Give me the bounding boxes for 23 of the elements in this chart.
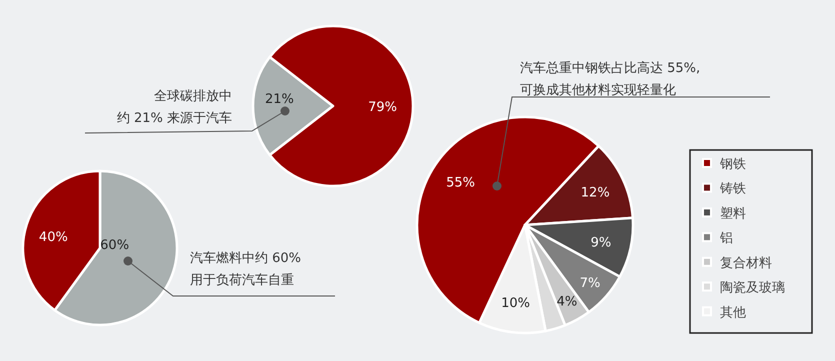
text: 汽车燃料中约 60%: [190, 251, 302, 266]
legend-label: 铸铁: [719, 182, 746, 197]
legend-label: 其他: [720, 305, 746, 320]
text: 可换成其他材料实现轻量化: [520, 83, 676, 98]
text: 全球碳排放中: [154, 89, 232, 104]
data-label: 55%: [446, 176, 475, 191]
data-label: 60%: [100, 238, 130, 253]
legend-label: 塑料: [720, 205, 746, 222]
text: 汽车总重中钢铁占比高达 55%,: [520, 60, 700, 76]
legend-label: 复合材料: [720, 256, 772, 271]
data-label: 21%: [264, 92, 294, 107]
data-label: 7%: [580, 276, 600, 291]
data-label: 10%: [501, 296, 530, 312]
legend-label: 铝: [719, 231, 733, 246]
data-label: 12%: [580, 186, 610, 201]
data-label: 79%: [368, 100, 398, 115]
data-label: 9%: [590, 236, 612, 251]
legend-label: 陶瓷及玻璃: [720, 280, 785, 296]
legend-label: 钢铁: [719, 157, 746, 172]
text: 用于负荷汽车自重: [190, 273, 294, 288]
text: 约 21% 来源于汽车: [116, 111, 232, 126]
data-label: 4%: [556, 294, 578, 310]
data-label: 40%: [38, 230, 68, 246]
